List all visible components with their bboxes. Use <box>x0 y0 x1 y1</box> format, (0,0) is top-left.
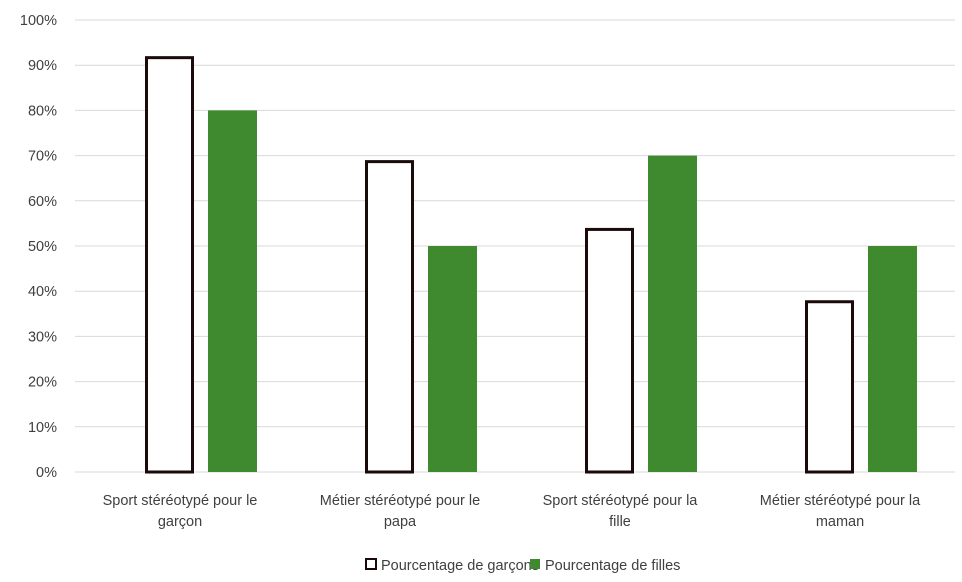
x-axis-category-labels: Sport stéréotypé pour le garçon Métier sté… <box>103 493 922 530</box>
y-tick-label: 70% <box>28 149 57 165</box>
y-tick-label: 90% <box>28 58 57 74</box>
bar <box>805 300 854 474</box>
legend-swatch <box>365 558 377 570</box>
legend-label: Pourcentage de filles <box>545 558 680 574</box>
x-category-label: Métier stéréotypé pour la maman <box>760 493 921 530</box>
y-tick-label: 80% <box>28 103 57 119</box>
bar <box>868 246 917 472</box>
bar <box>648 155 697 472</box>
y-tick-label: 20% <box>28 375 57 391</box>
x-category-label: Sport stéréotypé pour le garçon <box>103 493 258 530</box>
y-tick-label: 40% <box>28 284 57 300</box>
legend-swatch <box>530 559 540 569</box>
y-tick-label: 0% <box>36 465 57 481</box>
y-tick-label: 60% <box>28 194 57 210</box>
y-tick-label: 100% <box>20 13 57 29</box>
y-tick-label: 10% <box>28 420 57 436</box>
y-tick-label: 30% <box>28 329 57 345</box>
bar <box>208 110 257 473</box>
bar <box>585 227 634 474</box>
y-tick-label: 50% <box>28 239 57 255</box>
bar <box>145 56 194 474</box>
y-axis-tick-labels: 0% 10% 20% 30% 40% 50% 60% 70% 80% 90% 100% <box>20 13 57 481</box>
x-category-label: Métier stéréotypé pour le papa <box>320 493 480 530</box>
bar <box>365 160 414 474</box>
legend: Pourcentage de garçons Pourcentage de fil… <box>365 558 680 574</box>
bars <box>145 56 917 474</box>
x-category-label: Sport stéréotypé pour la fille <box>543 493 699 530</box>
legend-label: Pourcentage de garçons <box>381 558 539 574</box>
bar <box>428 246 477 472</box>
